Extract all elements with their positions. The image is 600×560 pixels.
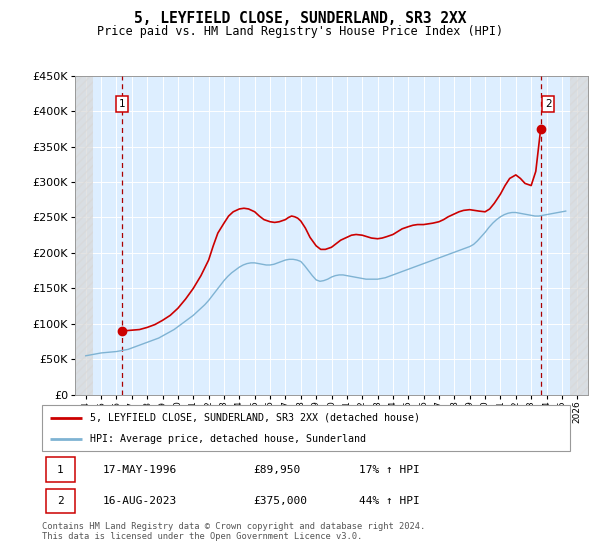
Text: 16-AUG-2023: 16-AUG-2023: [103, 496, 177, 506]
Text: HPI: Average price, detached house, Sunderland: HPI: Average price, detached house, Sund…: [89, 435, 365, 444]
Text: 2: 2: [57, 496, 64, 506]
Text: £89,950: £89,950: [253, 465, 301, 475]
Text: £375,000: £375,000: [253, 496, 307, 506]
Bar: [569, 76, 588, 395]
Text: 17-MAY-1996: 17-MAY-1996: [103, 465, 177, 475]
Bar: [75, 76, 94, 395]
Text: 1: 1: [57, 465, 64, 475]
Text: 5, LEYFIELD CLOSE, SUNDERLAND, SR3 2XX: 5, LEYFIELD CLOSE, SUNDERLAND, SR3 2XX: [134, 11, 466, 26]
Text: 2: 2: [545, 99, 551, 109]
Text: 5, LEYFIELD CLOSE, SUNDERLAND, SR3 2XX (detached house): 5, LEYFIELD CLOSE, SUNDERLAND, SR3 2XX (…: [89, 413, 419, 423]
FancyBboxPatch shape: [46, 489, 75, 514]
Text: Price paid vs. HM Land Registry's House Price Index (HPI): Price paid vs. HM Land Registry's House …: [97, 25, 503, 38]
FancyBboxPatch shape: [46, 458, 75, 482]
Text: 1: 1: [119, 99, 125, 109]
FancyBboxPatch shape: [42, 405, 570, 451]
Text: 44% ↑ HPI: 44% ↑ HPI: [359, 496, 419, 506]
Text: Contains HM Land Registry data © Crown copyright and database right 2024.
This d: Contains HM Land Registry data © Crown c…: [42, 522, 425, 542]
Text: 17% ↑ HPI: 17% ↑ HPI: [359, 465, 419, 475]
